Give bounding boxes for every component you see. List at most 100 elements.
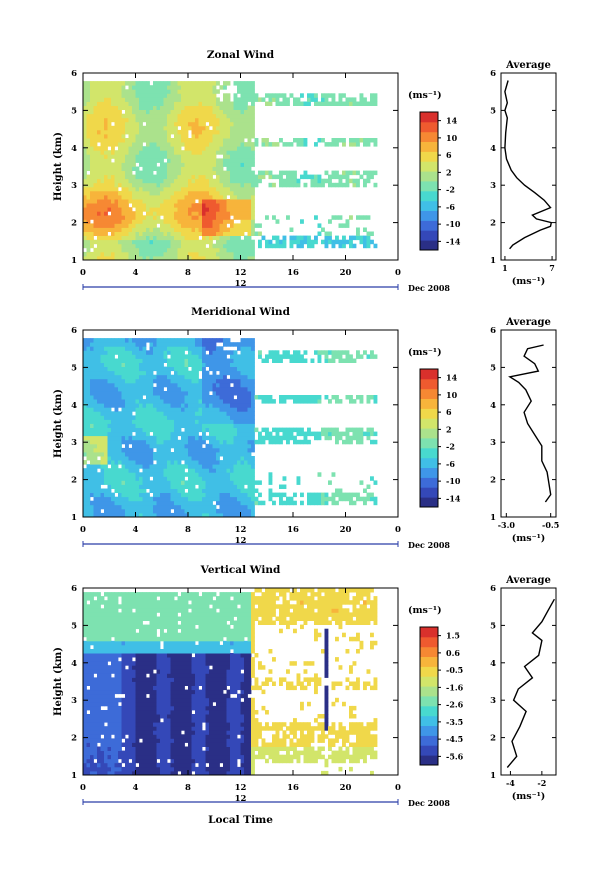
- heatmap-cell: [111, 101, 115, 106]
- heatmap-cell: [230, 255, 234, 261]
- heatmap-cell: [202, 435, 206, 441]
- colorbar-frame: [419, 111, 439, 251]
- heatmap-cell: [135, 362, 140, 367]
- heatmap-cell: [195, 170, 199, 176]
- heatmap-cell: [237, 464, 241, 469]
- heatmap-cell: [149, 223, 154, 228]
- heatmap-cell: [184, 508, 189, 514]
- heatmap-cell: [111, 109, 115, 115]
- heatmap-cell: [142, 190, 147, 196]
- heatmap-cell: [258, 439, 262, 445]
- heatmap-cell: [139, 488, 143, 493]
- heatmap-cell: [223, 203, 227, 208]
- heatmap-cell: [244, 395, 248, 400]
- colorbar-swatch: [420, 141, 438, 152]
- heatmap-cell: [247, 456, 252, 461]
- heatmap-cell: [198, 170, 203, 176]
- heatmap-cell: [107, 362, 112, 367]
- heatmap-cell: [107, 93, 112, 98]
- heatmap-cell: [191, 427, 196, 433]
- heatmap-cell: [118, 85, 122, 90]
- heatmap-cell: [296, 399, 301, 404]
- heatmap-cell: [132, 142, 136, 147]
- heatmap-cell: [279, 492, 283, 498]
- heatmap-cell: [233, 480, 238, 485]
- heatmap-cell: [202, 170, 206, 176]
- heatmap-cell: [328, 142, 332, 147]
- heatmap-cell: [195, 370, 199, 376]
- heatmap-cell: [226, 199, 231, 204]
- heatmap-cell: [212, 150, 217, 155]
- heatmap-cell: [128, 85, 133, 90]
- heatmap-cell: [146, 251, 150, 257]
- heatmap-cell: [237, 170, 241, 176]
- heatmap-cell: [202, 203, 206, 208]
- heatmap-cell: [240, 382, 245, 388]
- heatmap-cell: [181, 219, 185, 224]
- heatmap-cell: [107, 512, 112, 518]
- heatmap-cell: [335, 142, 339, 147]
- heatmap-cell: [191, 456, 196, 461]
- heatmap-cell: [107, 366, 112, 372]
- heatmap-cell: [209, 170, 213, 176]
- heatmap-cell: [170, 138, 175, 143]
- date-label: Dec 2008: [408, 283, 450, 293]
- heatmap-cell: [233, 399, 238, 404]
- heatmap-cell: [223, 97, 227, 102]
- heatmap-cell: [142, 419, 147, 424]
- x-tick-label: 20: [340, 268, 352, 278]
- heatmap-cell: [223, 134, 227, 139]
- heatmap-cell: [216, 480, 220, 485]
- heatmap-cell: [244, 113, 248, 119]
- heatmap-cell: [160, 239, 164, 245]
- heatmap-cell: [247, 97, 252, 102]
- heatmap-cell: [107, 247, 112, 253]
- heatmap-cell: [111, 391, 115, 396]
- heatmap-cell: [86, 166, 91, 171]
- heatmap-cell: [118, 195, 122, 200]
- heatmap-cell: [233, 203, 238, 208]
- heatmap-cell: [289, 354, 294, 359]
- heatmap-cell: [163, 227, 168, 232]
- heatmap-cell: [146, 504, 150, 510]
- heatmap-cell: [111, 411, 115, 416]
- heatmap-cell: [149, 178, 154, 184]
- colorbar-swatch: [420, 190, 438, 202]
- heatmap-cell: [104, 223, 108, 228]
- heatmap-cell: [135, 227, 140, 232]
- heatmap-cell: [132, 199, 136, 204]
- heatmap-cell: [111, 362, 115, 367]
- heatmap-cell: [135, 452, 140, 457]
- heatmap-cell: [111, 150, 115, 155]
- heatmap-cell: [153, 366, 157, 372]
- heatmap-cell: [149, 247, 154, 253]
- heatmap-cell: [167, 391, 171, 396]
- heatmap-cell: [132, 239, 136, 245]
- heatmap-cell: [156, 443, 161, 449]
- heatmap-cell: [202, 419, 206, 424]
- heatmap-cell: [191, 512, 196, 518]
- heatmap-cell: [177, 97, 182, 102]
- heatmap-cell: [111, 358, 115, 363]
- heatmap-cell: [160, 346, 164, 351]
- heatmap-cell: [202, 89, 206, 94]
- heatmap-cell: [156, 227, 161, 232]
- heatmap-cell: [181, 101, 185, 106]
- heatmap-cell: [100, 105, 105, 110]
- heatmap-cell: [230, 391, 234, 396]
- heatmap-cell: [167, 476, 171, 481]
- heatmap-cell: [202, 439, 206, 445]
- heatmap-cell: [86, 125, 91, 131]
- heatmap-cell: [86, 362, 91, 367]
- heatmap-cell: [93, 395, 98, 400]
- heatmap-cell: [160, 456, 164, 461]
- heatmap-cell: [149, 166, 154, 171]
- heatmap-cell: [191, 154, 196, 159]
- heatmap-cell: [230, 512, 234, 518]
- heatmap-cell: [104, 338, 108, 343]
- heatmap-cell: [223, 211, 227, 216]
- heatmap-cell: [174, 129, 178, 135]
- heatmap-cell: [202, 342, 206, 347]
- colorbar-swatch: [420, 398, 438, 409]
- heatmap-cell: [244, 146, 248, 151]
